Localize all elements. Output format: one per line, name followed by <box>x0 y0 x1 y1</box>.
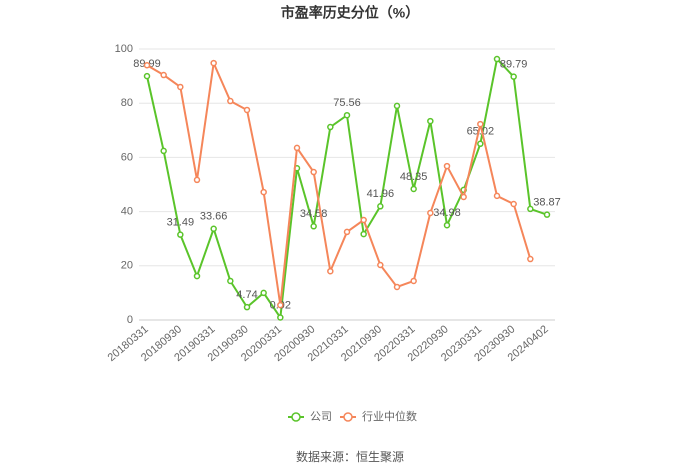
data-point <box>177 231 184 238</box>
data-point <box>393 102 401 110</box>
y-tick-label: 80 <box>121 97 133 109</box>
data-point <box>310 223 317 230</box>
data-point <box>343 111 351 119</box>
chart-title: 市盈率历史分位（%） <box>281 5 419 21</box>
data-point <box>227 277 234 285</box>
data-point <box>277 314 284 321</box>
data-point <box>443 221 451 229</box>
data-label: 4.74 <box>236 289 257 301</box>
data-point <box>327 267 334 275</box>
data-point <box>410 277 417 285</box>
data-label: 89.79 <box>500 59 528 71</box>
data-label: 41.96 <box>367 188 395 200</box>
data-point <box>410 185 417 193</box>
data-label: 31.49 <box>167 217 195 229</box>
data-point <box>543 211 551 218</box>
data-point <box>310 168 317 176</box>
data-point <box>177 83 184 91</box>
data-point <box>160 71 167 79</box>
data-point <box>227 97 234 105</box>
data-point <box>460 193 467 201</box>
y-tick-label: 40 <box>121 206 133 218</box>
data-point <box>377 261 384 269</box>
data-point <box>393 283 401 291</box>
data-point <box>343 228 351 236</box>
data-label: 38.87 <box>533 197 561 209</box>
series-line <box>146 59 532 306</box>
y-tick-label: 0 <box>127 314 133 326</box>
data-label: 34.58 <box>300 208 328 220</box>
data-point <box>527 205 534 213</box>
data-point <box>210 59 217 67</box>
data-label: 48.35 <box>400 171 428 183</box>
data-point <box>243 303 251 311</box>
data-label: 33.66 <box>200 211 228 223</box>
data-point <box>293 144 301 152</box>
data-point <box>510 200 517 208</box>
data-label: 65.02 <box>467 126 495 138</box>
data-label: 34.98 <box>433 207 461 219</box>
data-label: 75.56 <box>333 97 361 109</box>
data-point <box>160 147 167 155</box>
data-point <box>143 62 151 69</box>
legend-marker <box>291 412 301 422</box>
data-point <box>427 209 434 217</box>
y-tick-label: 60 <box>121 151 133 163</box>
data-point <box>493 192 501 200</box>
data-point <box>527 255 534 263</box>
data-point <box>193 272 201 280</box>
legend-label: 行业中位数 <box>362 409 417 423</box>
legend-marker <box>343 412 353 422</box>
data-point <box>360 216 367 224</box>
data-point <box>477 140 484 148</box>
data-point <box>260 188 267 196</box>
data-point <box>427 117 434 125</box>
data-point <box>360 230 367 238</box>
data-point <box>493 55 501 63</box>
data-point <box>277 301 284 309</box>
y-tick-label: 20 <box>121 260 133 272</box>
data-point <box>443 162 451 170</box>
data-point <box>377 203 384 210</box>
data-point <box>210 225 217 233</box>
data-point <box>193 176 201 184</box>
data-point <box>327 123 334 131</box>
data-point <box>510 73 517 80</box>
data-point <box>260 289 267 297</box>
data-point <box>243 106 251 114</box>
data-point <box>477 120 484 128</box>
legend-label: 公司 <box>310 411 332 423</box>
data-point <box>143 72 151 80</box>
source-note: 数据来源：恒生聚源 <box>296 449 404 464</box>
y-tick-label: 100 <box>115 43 133 55</box>
